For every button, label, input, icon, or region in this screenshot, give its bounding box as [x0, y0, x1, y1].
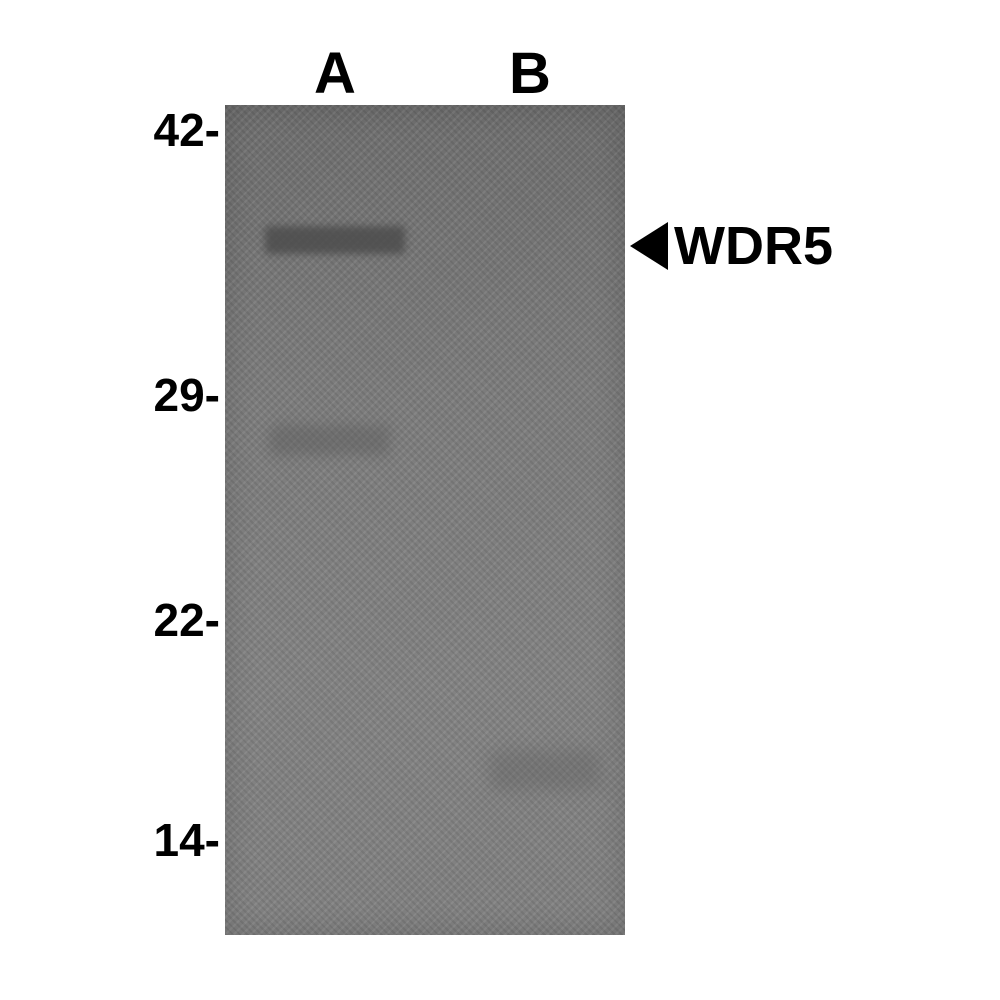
blot-band — [270, 425, 390, 455]
lane-label-a: A — [314, 40, 356, 107]
lane-label-b: B — [509, 40, 551, 107]
blot-band — [265, 226, 405, 254]
mw-marker: 29- — [154, 368, 220, 422]
arrow-head-icon — [630, 222, 668, 270]
arrow-label: WDR5 — [674, 215, 833, 277]
mw-marker: 42- — [154, 103, 220, 157]
mw-marker: 22- — [154, 593, 220, 647]
mw-marker: 14- — [154, 813, 220, 867]
target-arrow: WDR5 — [630, 215, 833, 277]
blot-band — [490, 750, 600, 790]
figure-canvas: A B 42- 29- 22- 14- WDR5 — [0, 0, 1000, 1000]
